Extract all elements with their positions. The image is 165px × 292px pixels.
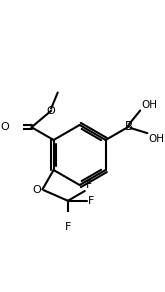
Text: O: O xyxy=(32,185,41,194)
Text: O: O xyxy=(47,106,55,116)
Text: F: F xyxy=(85,180,92,190)
Text: OH: OH xyxy=(148,134,164,144)
Text: B: B xyxy=(125,120,133,133)
Text: O: O xyxy=(0,122,9,132)
Text: OH: OH xyxy=(141,100,157,110)
Text: F: F xyxy=(88,196,95,206)
Text: F: F xyxy=(65,222,71,232)
